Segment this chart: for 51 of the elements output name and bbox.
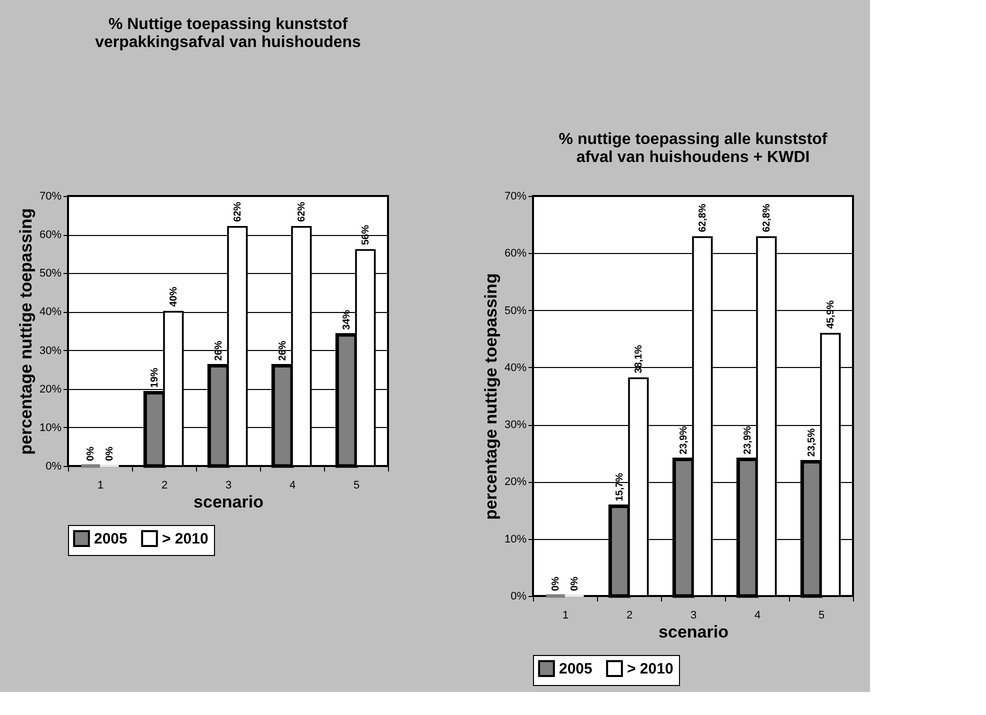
legend-label: > 2010 bbox=[627, 660, 674, 678]
legend-label: > 2010 bbox=[162, 530, 208, 548]
x-tick-label: 5 bbox=[353, 480, 360, 492]
data-label: 0% bbox=[104, 446, 116, 461]
data-label: 23,9% bbox=[742, 426, 754, 454]
data-label: 62,8% bbox=[697, 204, 708, 232]
chart-title: % nuttige toepassing alle kunststof afval van huishoudens + KWDI bbox=[558, 131, 828, 166]
x-tick-label: 1 bbox=[97, 480, 104, 492]
y-tick-label: 20% bbox=[504, 476, 527, 488]
x-tick-label: 2 bbox=[161, 480, 168, 492]
data-label: 23,5% bbox=[806, 428, 818, 457]
y-tick-label: 60% bbox=[504, 248, 527, 260]
x-axis-title: scenario bbox=[658, 622, 728, 642]
data-label: 0% bbox=[569, 576, 580, 591]
y-tick-label: 30% bbox=[39, 344, 62, 357]
legend-label: 2005 bbox=[559, 660, 592, 678]
x-tick-label: 4 bbox=[289, 480, 296, 492]
data-label: 62% bbox=[296, 202, 308, 222]
data-label: 0% bbox=[550, 576, 562, 591]
chart-title: % Nuttige toepassing kunststof verpakkingsafval van huishoudens bbox=[95, 16, 362, 51]
y-axis-title: percentage nuttige toepassing bbox=[16, 208, 36, 455]
y-tick-label: 0% bbox=[46, 460, 62, 472]
x-tick-label: 3 bbox=[690, 610, 697, 622]
data-label: 62% bbox=[232, 202, 244, 222]
y-tick-label: 60% bbox=[39, 229, 62, 242]
data-label: 38,1% bbox=[633, 344, 644, 374]
y-tick-label: 40% bbox=[504, 362, 527, 374]
x-tick-label: 1 bbox=[562, 610, 569, 622]
x-tick-label: 3 bbox=[225, 480, 232, 492]
x-tick-label: 2 bbox=[626, 610, 633, 622]
y-tick-label: 0% bbox=[510, 590, 527, 602]
y-tick-label: 50% bbox=[504, 304, 527, 317]
y-tick-label: 10% bbox=[504, 533, 527, 546]
y-tick-label: 30% bbox=[504, 419, 527, 432]
x-tick-label: 4 bbox=[754, 610, 761, 622]
y-tick-label: 10% bbox=[39, 422, 62, 434]
data-label: 40% bbox=[168, 286, 180, 307]
data-label: 0% bbox=[86, 446, 97, 461]
y-axis-title: percentage nuttige toepassing bbox=[481, 273, 500, 520]
y-tick-label: 20% bbox=[39, 383, 62, 396]
y-tick-label: 40% bbox=[39, 306, 62, 318]
y-tick-label: 70% bbox=[39, 190, 62, 202]
data-label: 62,8% bbox=[761, 204, 772, 232]
data-label: 23,9% bbox=[678, 426, 690, 454]
y-tick-label: 70% bbox=[504, 190, 527, 202]
legend-label: 2005 bbox=[94, 530, 128, 548]
data-label: 15,7% bbox=[614, 472, 626, 502]
y-tick-label: 50% bbox=[39, 268, 62, 280]
data-label: 19% bbox=[150, 368, 161, 388]
x-tick-label: 5 bbox=[818, 610, 825, 622]
x-axis-title: scenario bbox=[194, 492, 264, 512]
